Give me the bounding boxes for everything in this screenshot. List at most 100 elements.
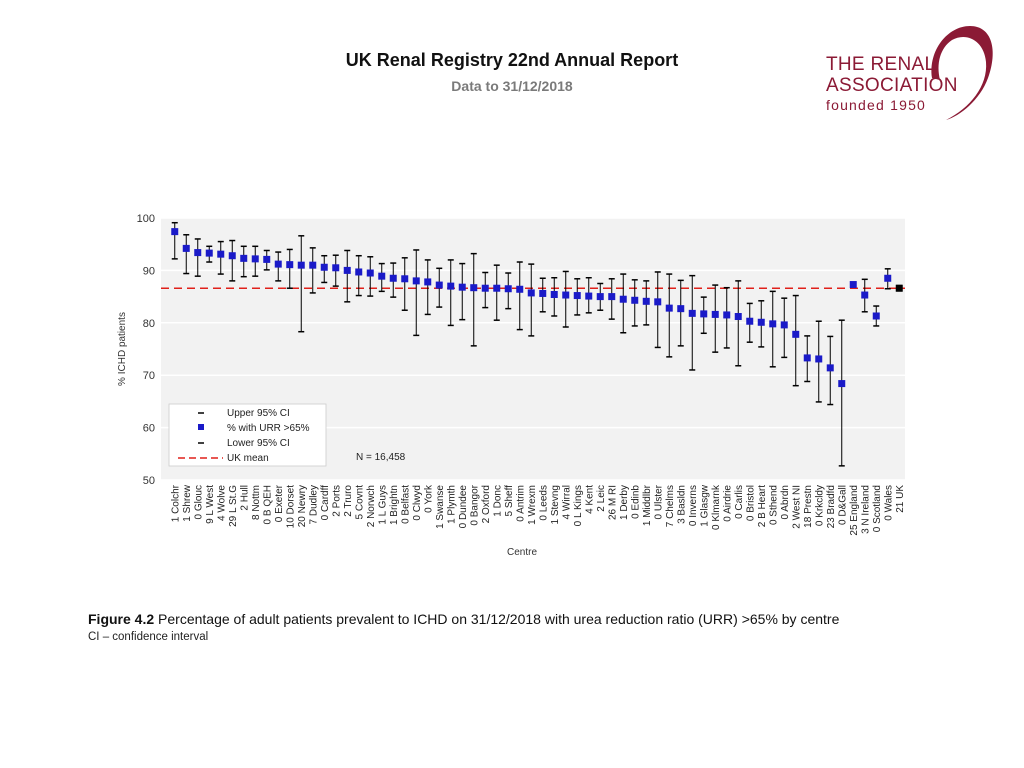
data-point bbox=[861, 291, 869, 299]
data-point bbox=[458, 283, 466, 291]
x-tick-label: 0 Leeds bbox=[538, 485, 549, 521]
y-tick-label: 100 bbox=[137, 213, 155, 225]
data-point bbox=[746, 317, 754, 325]
chart-legend: Upper 95% CI % with URR >65% Lower 95% C… bbox=[168, 403, 327, 467]
report-subtitle: Data to 31/12/2018 bbox=[451, 78, 573, 94]
logo-line-3: founded 1950 bbox=[826, 97, 927, 113]
report-header: UK Renal Registry 22nd Annual Report Dat… bbox=[262, 50, 762, 94]
x-tick-label: 0 Carlis bbox=[734, 485, 745, 519]
x-tick-label: 2 Ports bbox=[331, 485, 342, 517]
data-point bbox=[895, 284, 903, 292]
data-point bbox=[654, 298, 662, 306]
data-point bbox=[803, 354, 811, 362]
x-tick-label: 5 Covnt bbox=[354, 485, 365, 520]
x-tick-label: 1 Plymth bbox=[446, 485, 457, 524]
legend-point-marker bbox=[198, 424, 204, 430]
x-tick-label: 0 Ulster bbox=[653, 484, 664, 519]
logo-line-2: ASSOCIATION bbox=[826, 75, 958, 96]
x-tick-label: 25 England bbox=[849, 485, 860, 536]
x-tick-label: 0 L Kings bbox=[573, 485, 584, 526]
data-point bbox=[780, 321, 788, 329]
x-tick-label: 0 Krkcldy bbox=[814, 485, 825, 526]
x-tick-labels: 1 Colchr 1 Shrew 0 Glouc 9 L West 4 Wolve 29 … bbox=[170, 484, 906, 536]
data-point bbox=[194, 249, 202, 257]
report-title: UK Renal Registry 22nd Annual Report bbox=[345, 50, 679, 70]
renal-association-logo: THE RENAL ASSOCIATION founded 1950 bbox=[820, 20, 1000, 125]
x-tick-label: 7 Chelms bbox=[665, 485, 676, 527]
x-tick-label: 2 Oxford bbox=[481, 485, 492, 523]
logo-line-1: THE RENAL bbox=[826, 54, 936, 75]
x-tick-label: 0 Wales bbox=[883, 485, 894, 521]
x-tick-label: 23 Bradfd bbox=[826, 485, 837, 528]
data-point bbox=[355, 268, 363, 276]
x-tick-label: 0 Bangor bbox=[469, 484, 480, 525]
data-point bbox=[447, 282, 455, 290]
x-tick-label: 3 Basldn bbox=[676, 485, 687, 524]
data-point bbox=[838, 380, 846, 388]
y-tick-label: 80 bbox=[143, 318, 155, 330]
x-tick-label: 0 Abrdn bbox=[780, 485, 791, 519]
x-tick-label: 5 Sheff bbox=[504, 485, 515, 517]
chart-container: 50 60 70 80 90 100 % ICHD patients 1 Colchr 1 … bbox=[105, 205, 925, 575]
y-tick-label: 90 bbox=[143, 265, 155, 277]
x-tick-label: 29 L St.G bbox=[228, 485, 239, 527]
x-tick-label: 2 B Heart bbox=[757, 485, 768, 527]
data-point bbox=[792, 330, 800, 338]
x-tick-label: 0 Belfast bbox=[400, 485, 411, 524]
legend-uk-mean-label: UK mean bbox=[227, 453, 269, 464]
x-tick-label: 1 Swanse bbox=[435, 485, 446, 529]
x-tick-label: 0 Exeter bbox=[274, 484, 285, 522]
x-tick-label: 0 Cardff bbox=[320, 485, 331, 521]
x-tick-label: 0 Scotland bbox=[872, 485, 883, 532]
y-axis-label: % ICHD patients bbox=[117, 312, 128, 386]
y-tick-label: 50 bbox=[143, 475, 155, 487]
data-point bbox=[286, 261, 294, 269]
data-point bbox=[493, 284, 501, 292]
data-point bbox=[366, 269, 374, 277]
data-point bbox=[884, 274, 892, 282]
figure-caption: Figure 4.2 Percentage of adult patients … bbox=[88, 611, 988, 643]
x-tick-label: 1 Wrexm bbox=[527, 485, 538, 525]
data-point bbox=[826, 364, 834, 372]
data-point bbox=[815, 355, 823, 363]
sample-size-annotation: N = 16,458 bbox=[356, 452, 406, 463]
data-point bbox=[228, 252, 236, 260]
data-point bbox=[665, 304, 673, 312]
data-point bbox=[263, 255, 271, 263]
data-point bbox=[550, 291, 558, 299]
data-point bbox=[642, 297, 650, 305]
y-tick-label: 60 bbox=[143, 423, 155, 435]
x-tick-label: 1 Colchr bbox=[170, 484, 181, 522]
x-tick-label: 9 L West bbox=[205, 485, 216, 524]
x-tick-label: 2 West NI bbox=[791, 485, 802, 529]
x-tick-label: 0 B QEH bbox=[262, 485, 273, 524]
y-tick-label: 70 bbox=[143, 370, 155, 382]
data-point bbox=[424, 278, 432, 286]
x-tick-label: 0 Dundee bbox=[458, 485, 469, 529]
x-tick-label: 0 Klmarnk bbox=[711, 484, 722, 530]
x-tick-label: 0 Glouc bbox=[193, 485, 204, 519]
data-point bbox=[320, 263, 328, 271]
caption-main: Figure 4.2 Percentage of adult patients … bbox=[88, 611, 988, 627]
data-point bbox=[734, 313, 742, 321]
x-tick-label: 2 Leic bbox=[596, 485, 607, 512]
x-tick-label: 1 L Guys bbox=[377, 485, 388, 525]
data-point bbox=[585, 292, 593, 300]
x-tick-label: 1 Derby bbox=[619, 485, 630, 520]
x-tick-label: 18 Prestn bbox=[803, 485, 814, 528]
data-points bbox=[171, 228, 903, 388]
x-tick-label: 1 Stevng bbox=[550, 485, 561, 524]
data-point bbox=[562, 291, 570, 299]
data-point bbox=[182, 244, 190, 252]
data-point bbox=[332, 264, 340, 272]
x-tick-label: 2 Norwch bbox=[366, 485, 377, 527]
legend-point-label: % with URR >65% bbox=[227, 423, 310, 434]
x-tick-label: 0 Bristol bbox=[745, 485, 756, 521]
data-point bbox=[700, 310, 708, 318]
x-tick-label: 0 Antrim bbox=[515, 485, 526, 522]
data-point bbox=[516, 285, 524, 293]
data-point bbox=[470, 284, 478, 292]
data-point bbox=[309, 261, 317, 269]
legend-box bbox=[168, 403, 327, 467]
